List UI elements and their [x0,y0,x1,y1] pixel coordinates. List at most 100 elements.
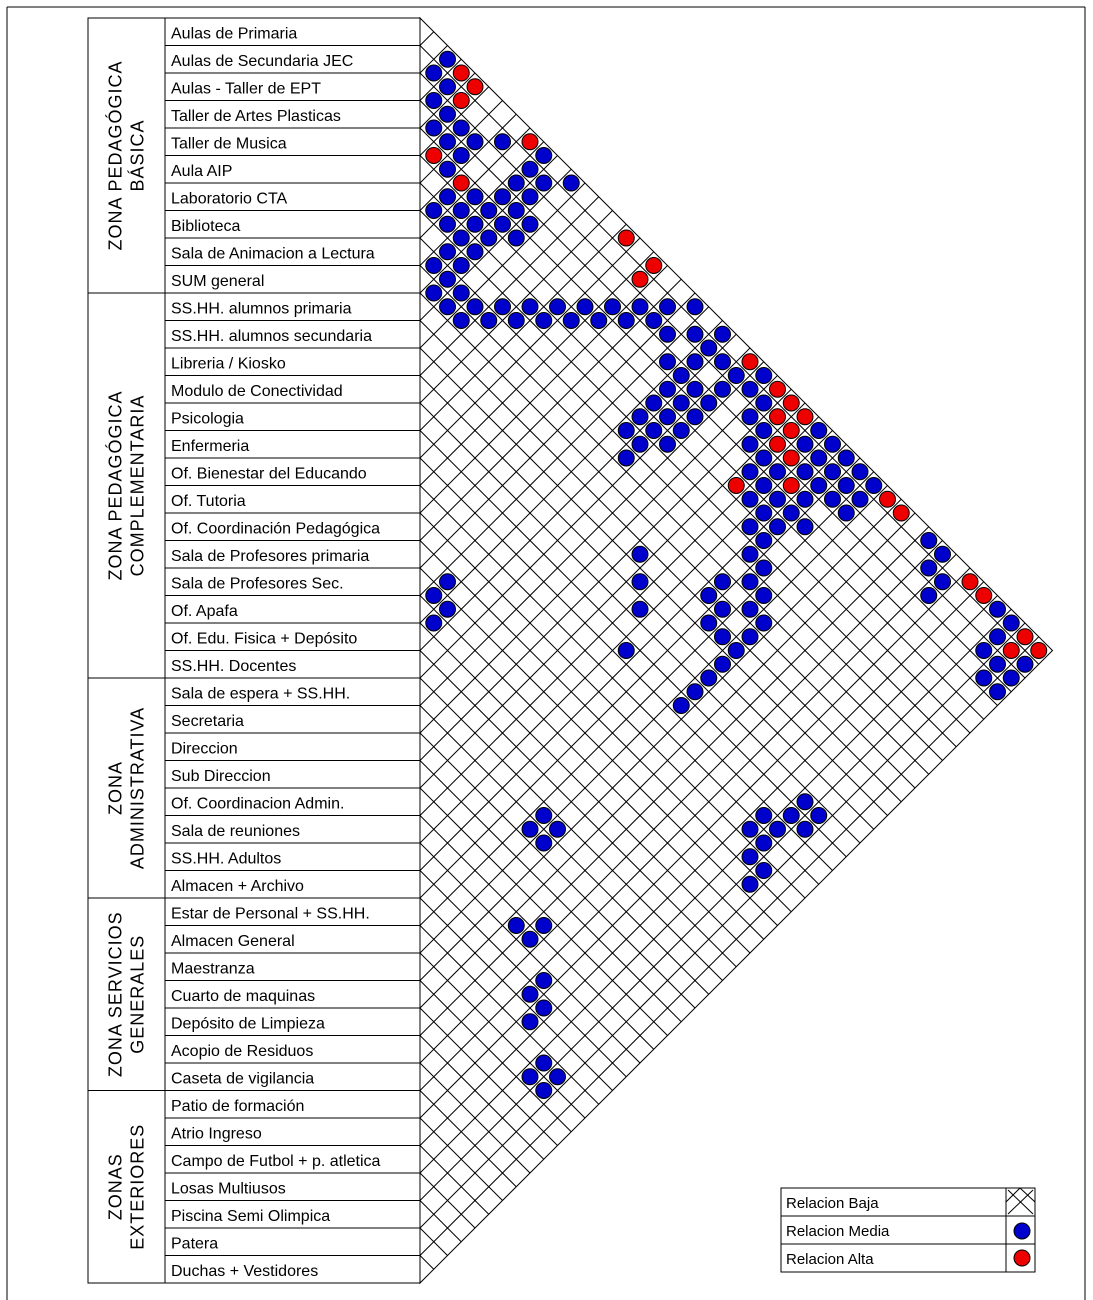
relation-dot-media [480,202,498,219]
relation-dot-media [507,229,525,247]
space-name: Losas Multiusos [171,1181,286,1198]
relation-dot-media [769,463,786,481]
relation-dot-alta [452,174,470,192]
zone-label-line: EXTERIORES [128,1124,148,1250]
relation-dot-media [672,394,690,412]
relation-dot-media [686,353,704,371]
relation-dot-media [466,215,484,233]
relation-dot-media [631,408,649,426]
relation-dot-media [741,380,759,398]
relation-dot-media [535,999,553,1017]
relation-dot-media [452,147,470,164]
relation-dot-media [837,449,855,467]
relation-dot-media [631,435,649,453]
relation-dot-media [755,559,773,577]
relation-dot-media [425,92,443,109]
space-name: Patio de formación [171,1098,304,1115]
space-name: Aulas de Secundaria JEC [171,53,353,70]
relation-dot-media [769,820,786,838]
relation-dot-media [824,435,841,453]
relation-dot-media [796,820,814,838]
relation-dot-media [507,917,525,934]
space-name: Sala de reuniones [171,823,300,840]
relation-dot-alta [961,573,979,591]
relation-dot-alta [727,477,745,494]
legend: Relacion Baja Relacion Media Relacion Al… [780,1187,1036,1273]
relation-dot-media [576,298,594,316]
relation-dot-media [686,683,704,701]
relation-dot-media [686,408,704,426]
zone-label: ZONA SERVICIOS GENERALES [106,911,148,1077]
space-name: Of. Coordinación Pedagógica [171,521,380,538]
relation-dot-media [521,215,539,233]
relation-dot-media [466,133,484,151]
relation-dot-media [535,174,553,192]
relation-dot-media [755,587,773,604]
relation-dot-media [920,532,938,549]
relation-dot-media [439,573,456,591]
relation-dot-media [439,50,456,68]
relation-dot-media [741,490,759,508]
relation-dot-media [1016,628,1034,646]
relation-dot-media [686,380,704,398]
relation-dot-media [645,422,663,439]
relation-dot-media [989,628,1006,646]
legend-swatch-media [1013,1222,1031,1240]
relation-dot-media [796,463,814,481]
relation-dot-media [741,545,759,563]
relation-dot-media [851,463,869,481]
legend-label-baja: Relacion Baja [786,1195,879,1212]
relation-dot-media [535,147,553,164]
relation-dot-media [521,298,539,316]
relation-dot-media [782,394,800,412]
relation-dot-media [810,422,828,439]
relation-dot-media [700,669,718,687]
relation-dot-media [686,298,704,316]
relation-dot-alta [1030,642,1048,659]
relation-dot-media [425,614,443,632]
space-name: Taller de Artes Plasticas [171,108,341,125]
space-name: Biblioteca [171,218,240,235]
space-name: SS.HH. Adultos [171,851,281,868]
relation-dot-media [727,367,745,384]
space-name: Secretaria [171,713,244,730]
relation-dot-media [439,188,456,206]
relation-dot-media [659,298,676,316]
space-name: Sala de espera + SS.HH. [171,686,350,703]
relation-dot-media [659,353,676,371]
zone-label-line: BÁSICA [128,119,148,191]
relation-dot-media [645,312,663,329]
space-name: SS.HH. Docentes [171,658,296,675]
space-name: Sala de Profesores Sec. [171,576,344,593]
relation-dot-media [439,243,456,261]
relation-dot-media [507,174,525,192]
space-name: Psicologia [171,411,244,428]
relation-dot-media [466,243,484,261]
relation-dot-media [425,202,443,219]
space-name: Modulo de Conectividad [171,383,343,400]
relation-dot-media [837,477,855,494]
relation-dot-alta [892,504,910,522]
relation-dot-media [439,133,456,151]
relation-dot-media [920,587,938,604]
relation-dot-media [824,463,841,481]
space-name: Aula AIP [171,163,232,180]
space-name: Almacen General [171,933,295,950]
relation-dot-media [796,793,814,811]
relation-dot-media [439,215,456,233]
relation-dot-media [824,490,841,508]
relation-dot-media [686,325,704,343]
relation-dot-media [617,422,635,439]
zone-label-line: ZONA SERVICIOS [106,911,126,1077]
space-name: Caseta de vigilancia [171,1071,314,1088]
space-name: Aulas - Taller de EPT [171,81,321,98]
space-name: Direccion [171,741,238,758]
legend-box [780,1187,1036,1273]
relation-dot-media [452,119,470,137]
relation-dot-media [631,600,649,618]
zone-label: ZONA PEDAGÓGICA COMPLEMENTARIA [105,390,148,580]
relation-dot-media [714,325,731,343]
relation-dot-alta [645,257,663,274]
zone-label-line: ZONA [106,761,126,815]
